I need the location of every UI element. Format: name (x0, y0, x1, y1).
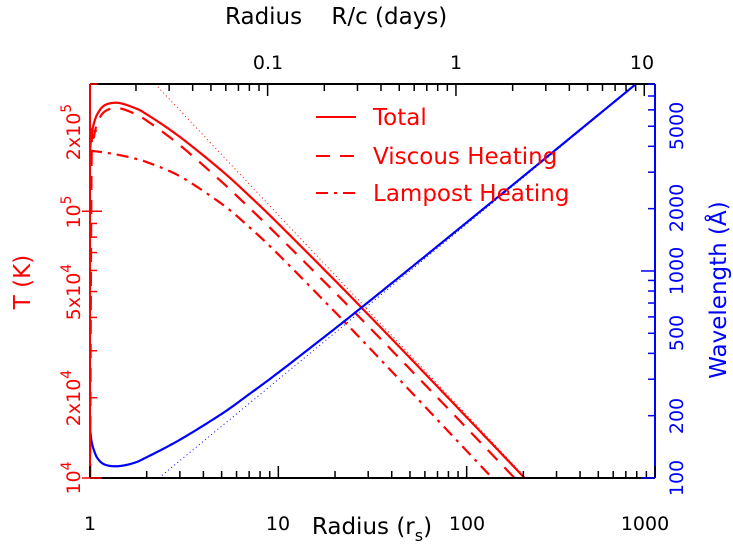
temperature-dashdot-curve (89, 149, 494, 479)
y-right-axis-title: Wavelength (Å) (704, 201, 732, 378)
wavelength-solid-curve (88, 83, 637, 468)
temperature-dashed-curve (89, 106, 516, 479)
y-left-tick-label: 105 (59, 195, 85, 228)
y-left-tick-label: 2x104 (59, 370, 85, 427)
legend: Total Viscous Heating Lampost Heating (316, 105, 569, 207)
temperature-dotted-curve (154, 83, 527, 479)
x-axis-title: Radius (rs) (312, 514, 432, 545)
axes (89, 83, 656, 479)
top-axis-title: Radius R/c (days) (225, 4, 447, 30)
x-tick-label: 10 (266, 513, 290, 535)
legend-label: Lampost Heating (373, 181, 569, 207)
x-tick-label: 100 (449, 513, 485, 535)
y-right-tick-label: 500 (666, 315, 688, 351)
y-right-tick-label: 2000 (666, 184, 688, 232)
y-right-tick-label: 5000 (666, 102, 688, 150)
x-tick-label: 1 (84, 513, 96, 535)
y-left-tick-label: 104 (59, 461, 85, 494)
y-right-tick-label: 100 (666, 460, 688, 496)
y-left-tick-label: 2x105 (59, 104, 85, 160)
y-left-axis-title: T (K) (10, 255, 36, 310)
y-right-tick-label: 200 (666, 398, 688, 434)
top-tick-label: 0.1 (253, 52, 283, 74)
temperature-solid-curve (88, 101, 526, 479)
legend-label: Total (372, 105, 427, 131)
y-right-tick-label: 1000 (666, 247, 688, 295)
legend-label: Viscous Heating (373, 144, 557, 170)
y-left-tick-label: 5x104 (59, 264, 85, 321)
top-tick-label: 1 (450, 52, 462, 74)
top-tick-label: 10 (630, 52, 654, 74)
x-tick-label: 1000 (621, 513, 669, 535)
plot-area (88, 83, 638, 479)
